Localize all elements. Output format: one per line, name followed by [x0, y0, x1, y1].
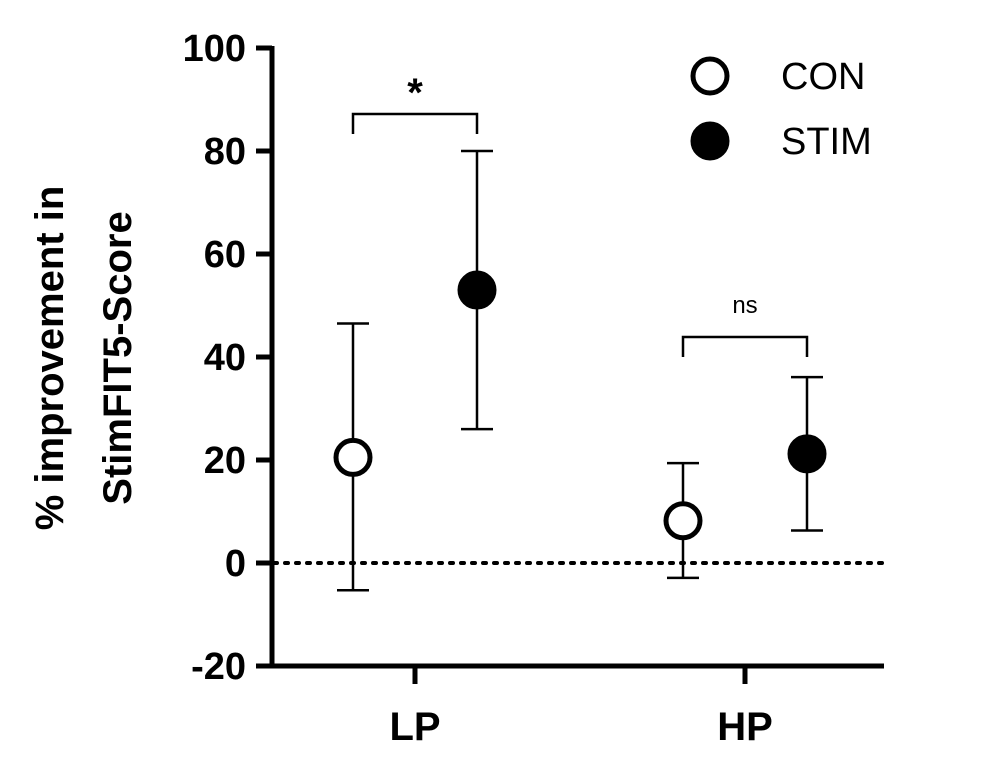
y-tick-label: -20: [191, 646, 246, 688]
legend-marker-con: [690, 56, 730, 96]
y-tick-label: 60: [204, 234, 246, 276]
data-point-con: [333, 437, 373, 477]
y-tick-label: 20: [204, 440, 246, 482]
data-point-stim: [457, 270, 497, 310]
significance-bracket: ns: [681, 292, 809, 357]
significance-brackets: * ns: [351, 71, 809, 357]
legend: CON STIM: [690, 56, 872, 163]
data-points: [333, 270, 827, 541]
y-axis-title-line-2: StimFIT5-Score: [96, 211, 140, 504]
y-axis-title: % improvement in StimFIT5-Score: [28, 186, 140, 531]
significance-label: *: [407, 71, 423, 115]
axes: -20 0 20 40 60 80 100 LP HP: [183, 28, 884, 749]
x-category-label: LP: [389, 705, 440, 749]
legend-label: STIM: [781, 121, 872, 163]
data-point-con: [663, 501, 703, 541]
data-point-stim: [787, 434, 827, 474]
significance-bracket: *: [351, 71, 479, 134]
x-category-label: HP: [717, 705, 773, 749]
y-tick-label: 100: [183, 28, 246, 70]
y-tick-label: 40: [204, 337, 246, 379]
y-tick-label: 0: [225, 543, 246, 585]
legend-marker-stim: [690, 121, 730, 161]
error-bars: [337, 149, 823, 592]
y-axis-title-line-1: % improvement in: [28, 186, 72, 531]
significance-label: ns: [732, 292, 757, 319]
y-tick-label: 80: [204, 131, 246, 173]
legend-label: CON: [781, 56, 865, 98]
